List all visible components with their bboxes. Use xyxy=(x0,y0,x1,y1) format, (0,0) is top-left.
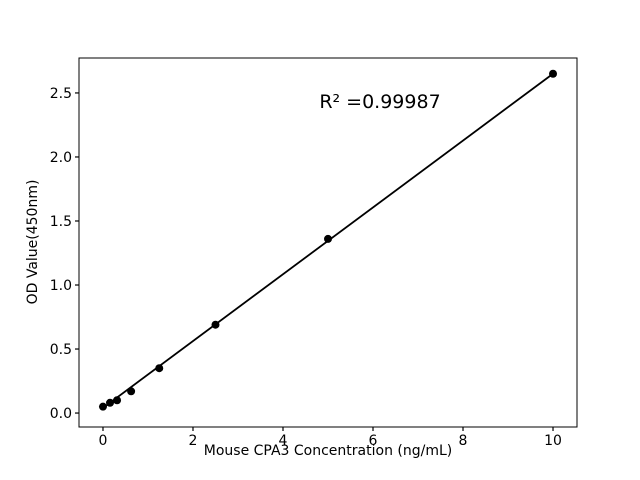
data-point xyxy=(127,387,136,396)
x-tick-label: 0 xyxy=(99,433,108,449)
y-tick-label: 2.5 xyxy=(50,86,72,102)
data-point xyxy=(324,234,332,243)
x-tick-label: 8 xyxy=(459,433,468,449)
data-point xyxy=(98,402,107,411)
data-series xyxy=(98,69,558,411)
y-tick-label: 0.5 xyxy=(50,342,72,358)
x-axis-tick-labels: 0 2 4 6 8 10 xyxy=(99,433,562,449)
data-point xyxy=(549,69,558,78)
y-tick-label: 2.0 xyxy=(50,150,72,166)
x-axis-label: Mouse CPA3 Concentration (ng/mL) xyxy=(204,443,452,459)
y-axis-label: OD Value(450nm) xyxy=(25,180,41,305)
y-axis-tick-labels: 0.0 0.5 1.0 1.5 2.0 2.5 xyxy=(50,86,72,422)
y-axis-ticks xyxy=(75,92,79,414)
r-squared-annotation: R² =0.99987 xyxy=(319,91,440,113)
data-point xyxy=(155,364,164,373)
x-tick-label: 4 xyxy=(279,433,288,449)
y-tick-label: 0.0 xyxy=(50,406,72,422)
data-point xyxy=(113,396,122,405)
x-tick-label: 6 xyxy=(369,433,378,449)
data-point xyxy=(211,320,220,329)
x-tick-label: 10 xyxy=(544,433,562,449)
y-tick-label: 1.0 xyxy=(50,278,72,294)
x-tick-label: 2 xyxy=(189,433,198,449)
y-tick-label: 1.5 xyxy=(50,214,72,230)
x-axis-ticks xyxy=(102,427,554,431)
data-point xyxy=(106,398,115,407)
